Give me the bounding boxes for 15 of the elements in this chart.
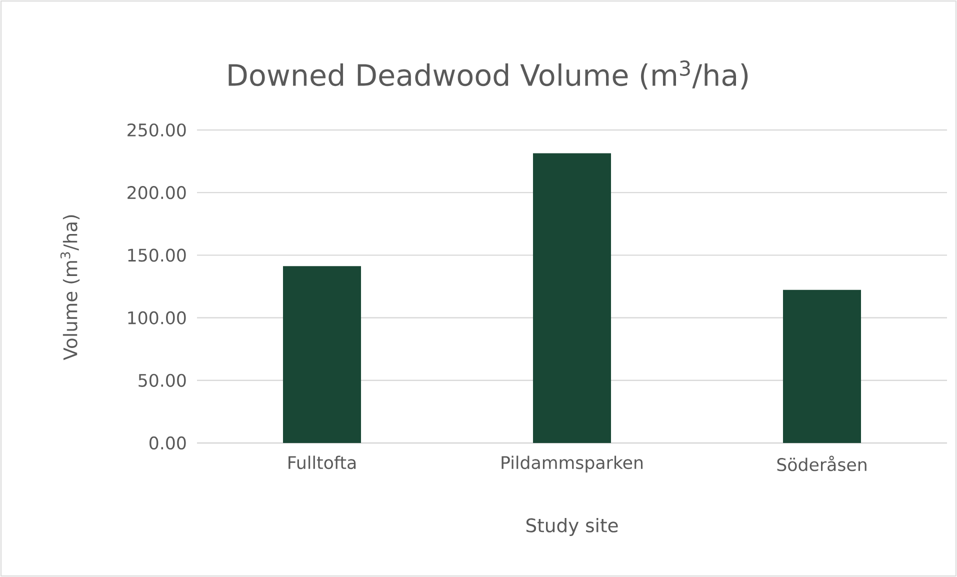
y-tick-label: 250.00	[128, 123, 186, 137]
y-tick-label: 100.00	[128, 311, 186, 324]
chart-title: Downed Deadwood Volume (m$^{3}$/ha)	[228, 60, 748, 90]
x-axis-title: Study site	[526, 518, 618, 536]
y-axis-title: Volume (m$^{3}$/ha)	[60, 215, 80, 360]
x-tick-label: Fulltofta	[288, 456, 356, 470]
bar	[283, 266, 362, 443]
y-tick-label: 0.00	[150, 436, 186, 450]
x-tick-label: Pildammsparken	[502, 456, 643, 472]
bar	[533, 153, 612, 443]
bar	[783, 290, 861, 443]
y-tick-label: 200.00	[128, 186, 186, 200]
y-tick-label: 150.00	[128, 248, 186, 262]
x-tick-label: Söderåsen	[777, 456, 866, 472]
y-tick-label: 50.00	[138, 374, 186, 387]
